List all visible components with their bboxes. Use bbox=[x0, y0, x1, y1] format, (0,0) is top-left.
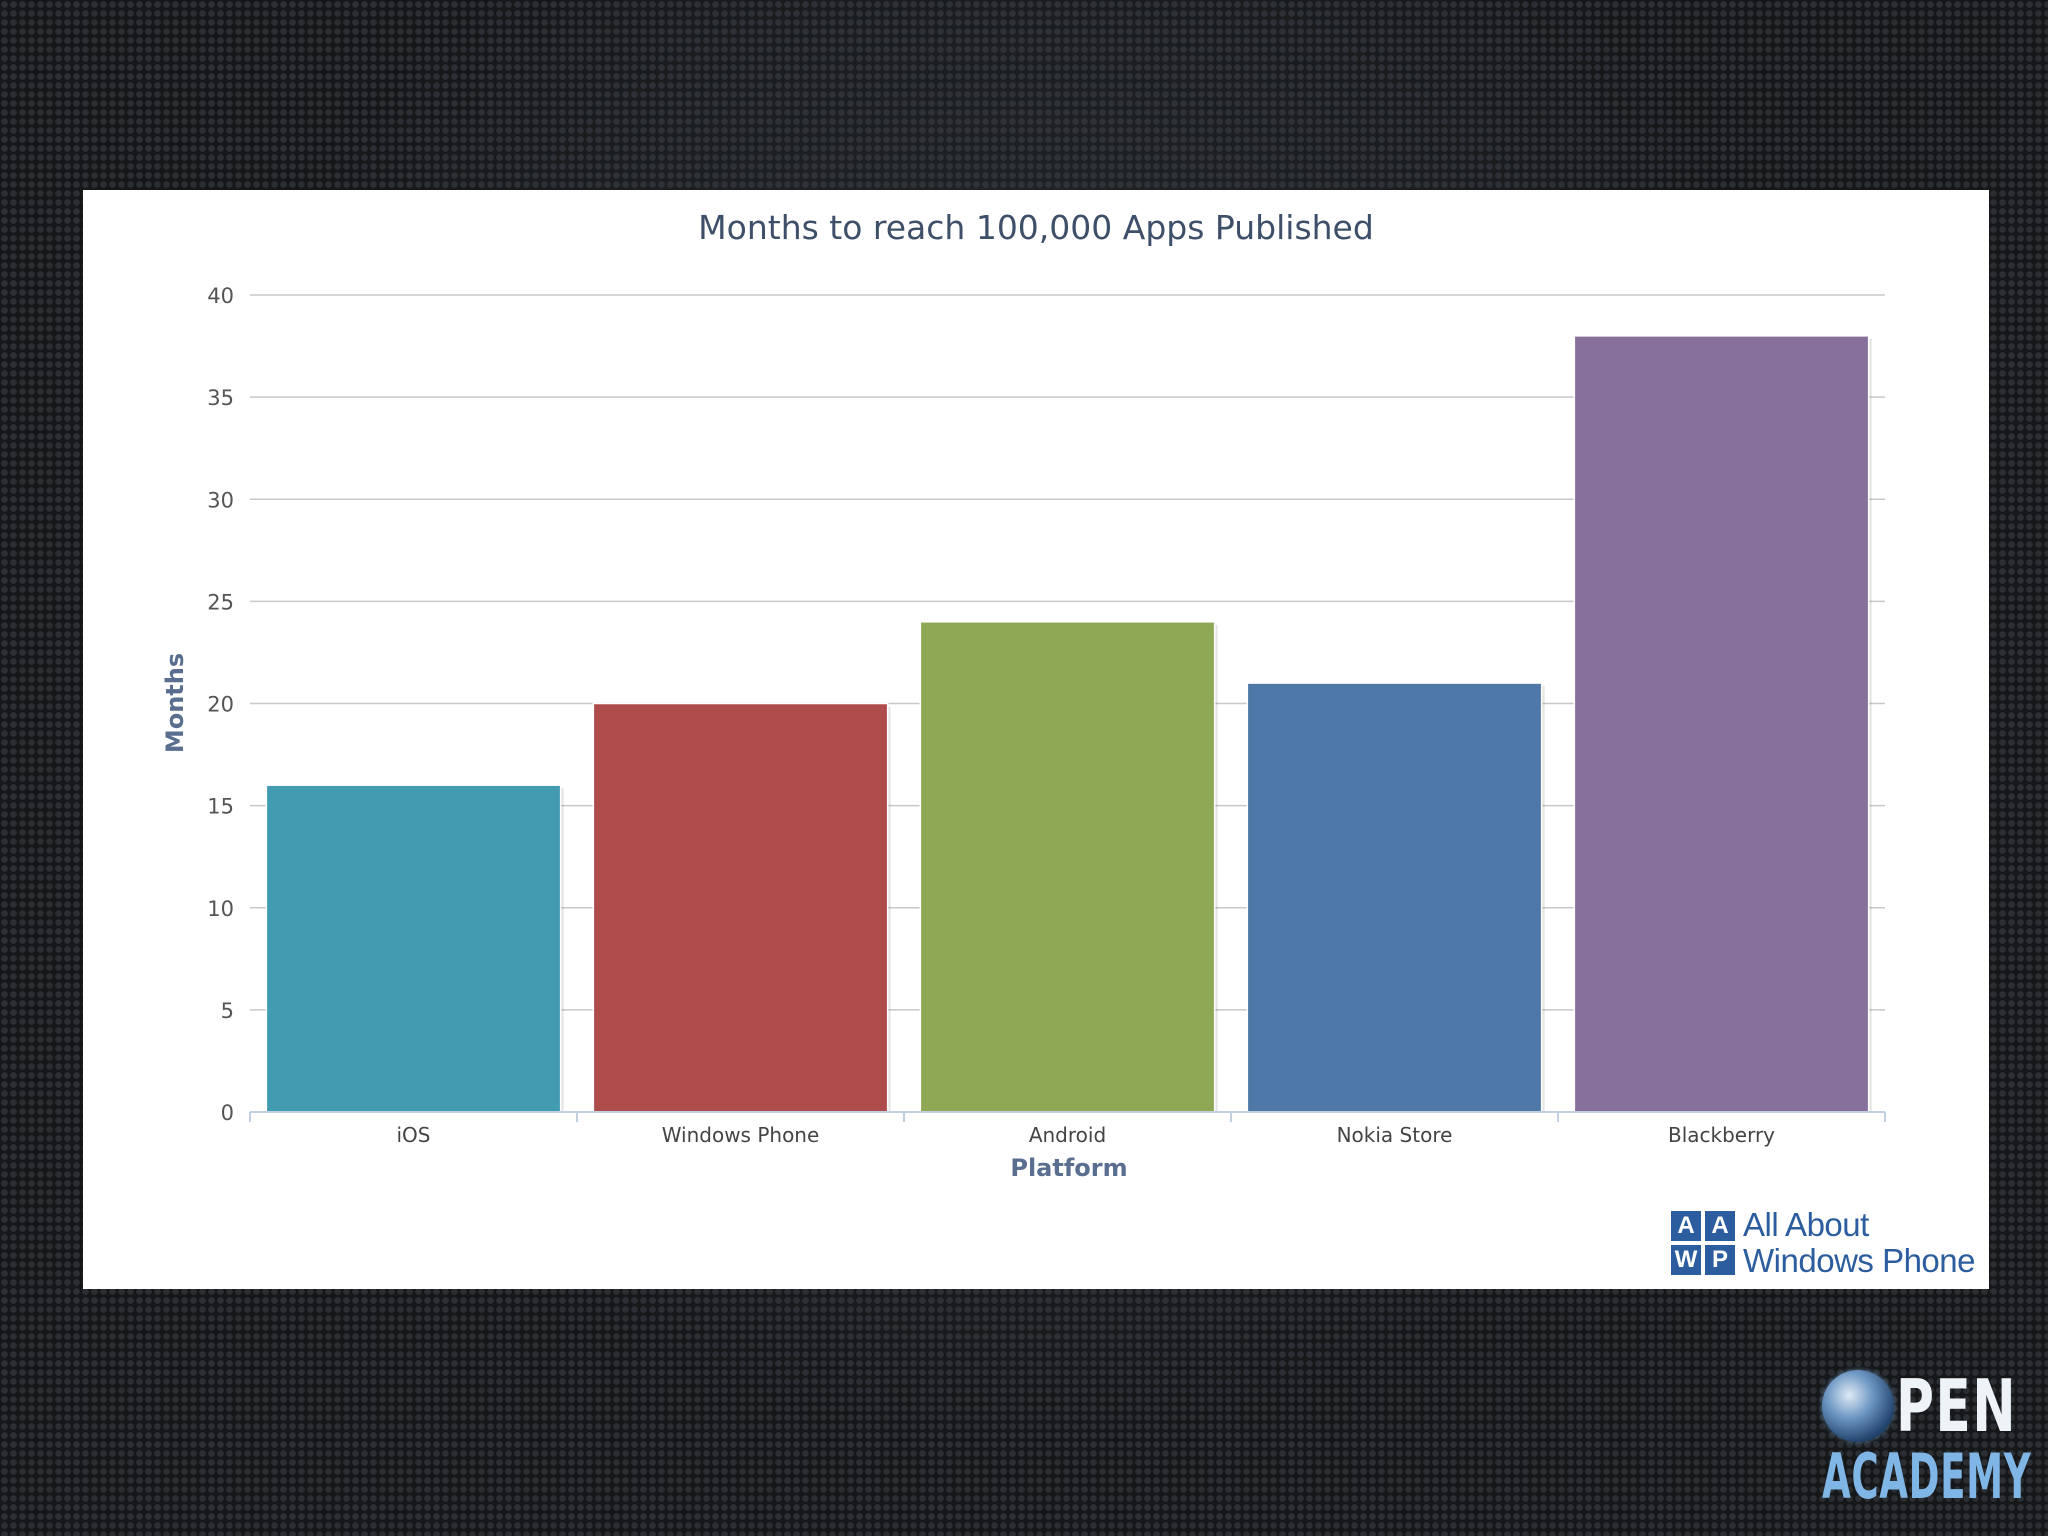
globe-icon bbox=[1822, 1370, 1894, 1442]
y-tick-label: 20 bbox=[207, 693, 234, 717]
open-academy-bottom-text: ACADEMY bbox=[1822, 1440, 2032, 1513]
x-axis-title: Platform bbox=[1010, 1154, 1127, 1182]
y-tick-label: 40 bbox=[207, 284, 234, 308]
bars bbox=[265, 335, 1872, 1113]
bar bbox=[265, 784, 562, 1113]
open-academy-top-text: PEN bbox=[1896, 1364, 2018, 1448]
x-tick-label: Blackberry bbox=[1668, 1123, 1775, 1147]
chart-title: Months to reach 100,000 Apps Published bbox=[698, 208, 1374, 247]
logo-text: All About Windows Phone bbox=[1743, 1207, 1975, 1279]
y-tick-label: 35 bbox=[207, 386, 234, 410]
y-tick-label: 25 bbox=[207, 590, 234, 614]
bar bbox=[919, 621, 1216, 1113]
all-about-windows-phone-logo: A A W P All About Windows Phone bbox=[1671, 1207, 1975, 1279]
logo-block: A bbox=[1705, 1211, 1736, 1241]
y-tick-label: 0 bbox=[221, 1101, 234, 1125]
logo-line-1: All About bbox=[1743, 1206, 1869, 1243]
logo-line-2: Windows Phone bbox=[1743, 1242, 1975, 1279]
chart-card: Months to reach 100,000 Apps Published 0… bbox=[83, 190, 1989, 1289]
y-axis-title: Months bbox=[161, 653, 189, 753]
y-tick-label: 30 bbox=[207, 488, 234, 512]
y-tick-label: 5 bbox=[221, 999, 234, 1023]
open-academy-logo: PEN ACADEMY bbox=[1822, 1364, 2031, 1513]
x-tick-label: Windows Phone bbox=[662, 1123, 820, 1147]
x-tick-label: iOS bbox=[397, 1123, 431, 1147]
axes: 0 5 10 15 20 25 30 35 40 iOS Windows Phone Android N… bbox=[207, 284, 1886, 1147]
logo-block: P bbox=[1705, 1245, 1736, 1275]
logo-blocks: A A W P bbox=[1671, 1211, 1736, 1275]
x-tick-label: Nokia Store bbox=[1337, 1123, 1453, 1147]
y-tick-label: 10 bbox=[207, 897, 234, 921]
x-tick-label: Android bbox=[1029, 1123, 1106, 1147]
y-tick-label: 15 bbox=[207, 795, 234, 819]
bar bbox=[1573, 335, 1870, 1113]
logo-block: W bbox=[1671, 1245, 1702, 1275]
bar bbox=[592, 702, 889, 1113]
bar bbox=[1246, 682, 1543, 1113]
bar-chart: Months to reach 100,000 Apps Published 0… bbox=[161, 208, 1886, 1182]
logo-block: A bbox=[1671, 1211, 1702, 1241]
